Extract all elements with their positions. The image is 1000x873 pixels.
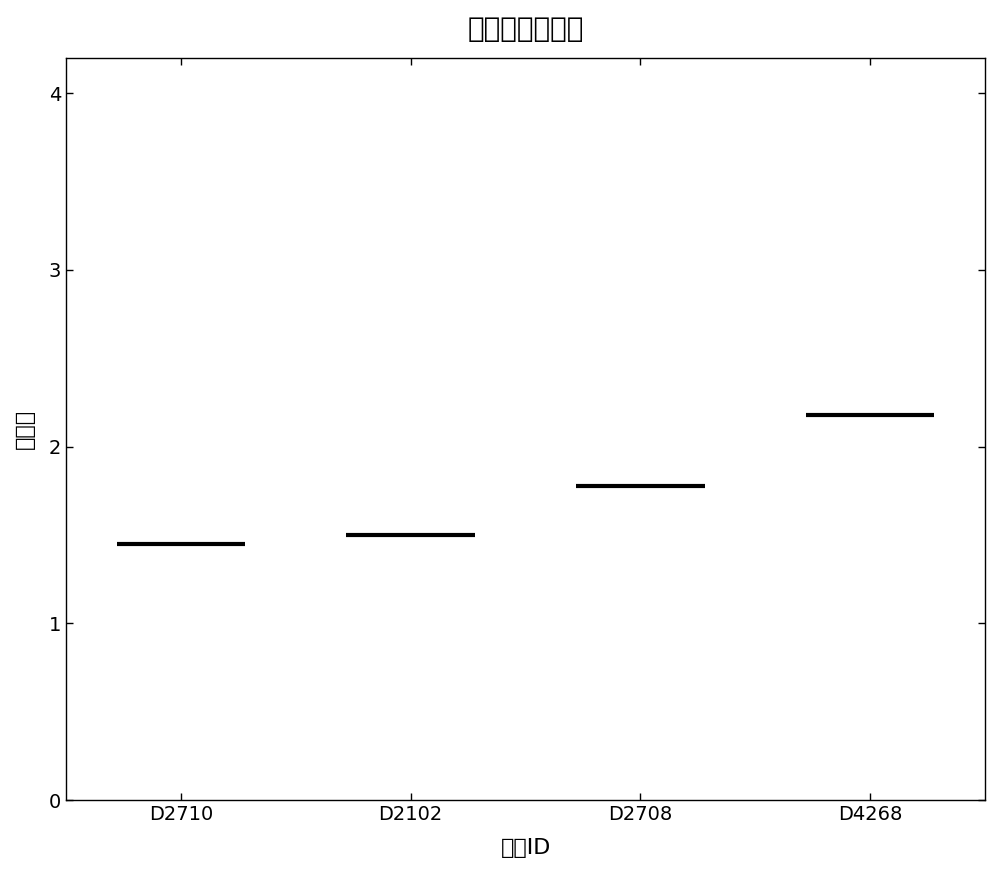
X-axis label: 样品ID: 样品ID: [500, 838, 551, 858]
Y-axis label: 拷贝数: 拷贝数: [15, 409, 35, 449]
Title: 拷贝数类型检测: 拷贝数类型检测: [467, 15, 584, 43]
